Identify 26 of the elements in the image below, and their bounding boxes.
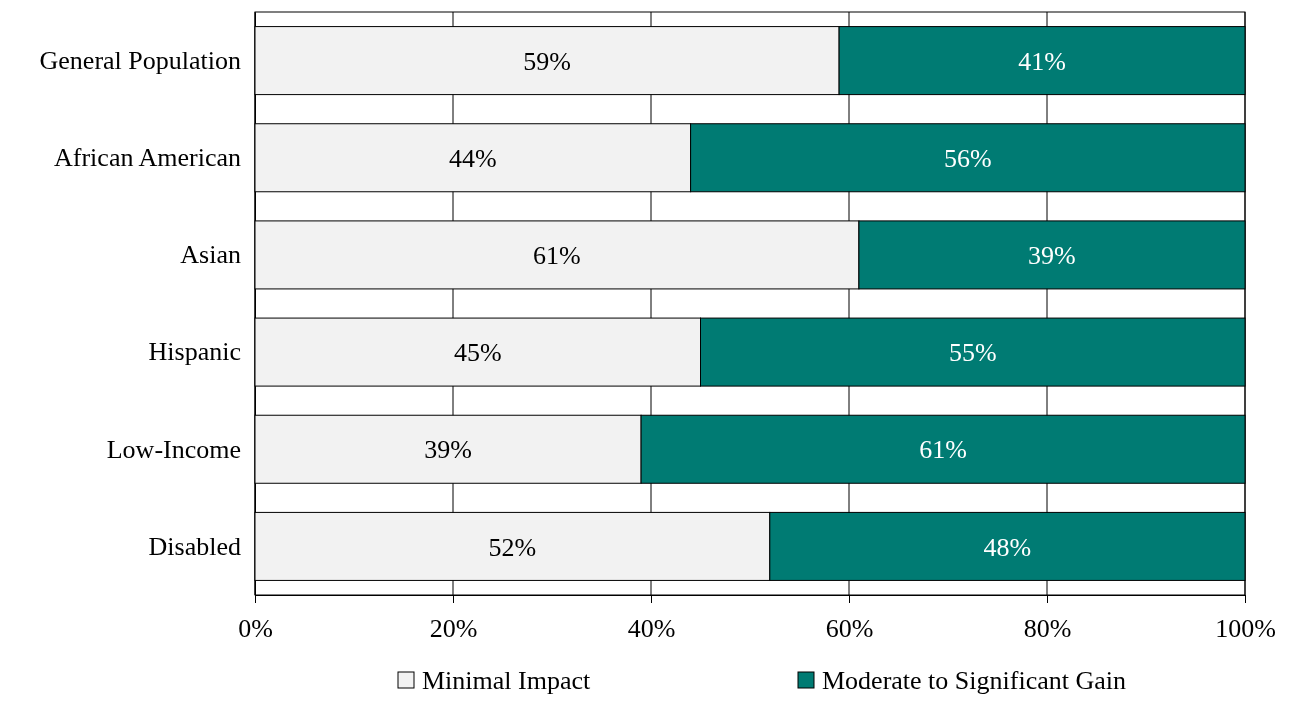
data-label: 59% <box>523 46 571 76</box>
data-label: 39% <box>424 435 472 465</box>
data-label: 44% <box>448 143 497 173</box>
y-tick-label: Disabled <box>148 531 241 561</box>
y-tick-label: African American <box>54 143 241 173</box>
y-tick-label: Low-Income <box>106 434 241 464</box>
data-label: 61% <box>533 241 581 271</box>
y-tick-label: Asian <box>180 240 241 270</box>
data-label: 39% <box>1028 241 1076 271</box>
data-label: 61% <box>919 435 967 465</box>
legend-label: Minimal Impact <box>422 666 592 696</box>
data-label: 41% <box>1018 46 1066 76</box>
data-label: 45% <box>453 338 502 368</box>
data-label: 48% <box>983 532 1032 562</box>
y-tick-label: General Population <box>39 45 241 75</box>
legend-label: Moderate to Significant Gain <box>822 666 1126 696</box>
x-tick-label: 100% <box>1215 614 1276 644</box>
x-tick-label: 20% <box>429 614 478 644</box>
data-label: 52% <box>488 532 537 562</box>
x-tick-label: 40% <box>627 614 676 644</box>
y-tick-label: Hispanic <box>148 337 241 367</box>
x-tick-label: 0% <box>238 614 273 644</box>
data-label: 55% <box>948 338 997 368</box>
data-label: 56% <box>943 143 992 173</box>
x-tick-label: 60% <box>825 614 874 644</box>
x-tick-label: 80% <box>1023 614 1072 644</box>
